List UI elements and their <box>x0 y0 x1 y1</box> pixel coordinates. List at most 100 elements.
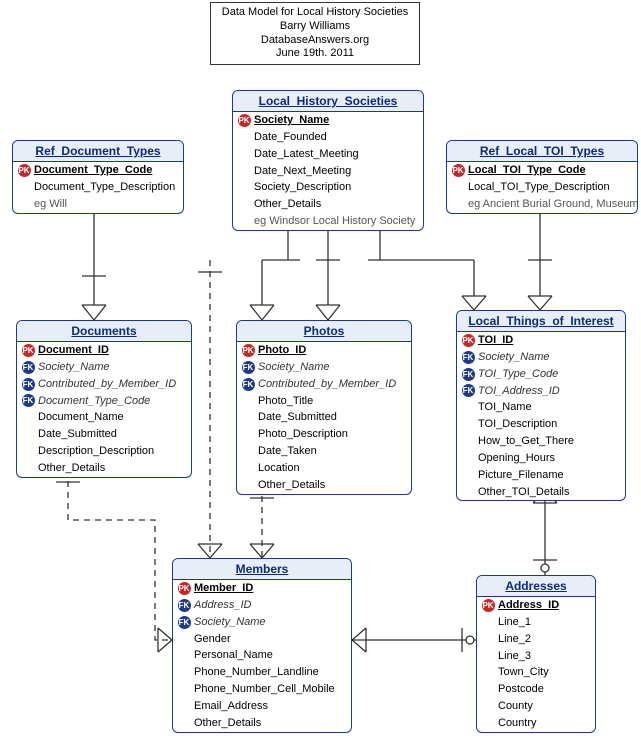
pk-icon: PK <box>17 163 31 177</box>
attr-label: Picture_Filename <box>478 468 564 483</box>
key-slot <box>241 461 255 475</box>
attr-label: Other_Details <box>194 716 261 731</box>
attr-label: Other_Details <box>254 197 321 212</box>
attr-label: Address_ID <box>498 598 559 613</box>
key-slot <box>177 666 191 680</box>
entity-attr: PKAddress_ID <box>477 597 595 614</box>
entity-attr: Description_Description <box>17 443 191 460</box>
attr-label: Location <box>258 461 300 476</box>
entity-attr: Date_Next_Meeting <box>233 163 423 180</box>
attr-label: Address_ID <box>194 598 251 613</box>
attr-label: Town_City <box>498 665 549 680</box>
entity-attr: Document_Type_Description <box>13 179 183 196</box>
entity-attr: FKSociety_Name <box>457 349 625 366</box>
entity-attr: FKAddress_ID <box>173 597 351 614</box>
attr-label: Member_ID <box>194 581 253 596</box>
entity-attr: eg Windsor Local History Society <box>233 213 423 230</box>
key-slot <box>481 683 495 697</box>
key-slot <box>241 411 255 425</box>
attr-label: Document_ID <box>38 343 109 358</box>
entity-title: Ref_Local_TOI_Types <box>447 141 637 162</box>
attr-label: Date_Taken <box>258 444 317 459</box>
entity-local_toi: Local_Things_of_InterestPKTOI_IDFKSociet… <box>456 310 626 501</box>
attr-label: TOI_Description <box>478 417 557 432</box>
key-slot <box>451 180 465 194</box>
title-line-4: June 19th. 2011 <box>217 47 413 61</box>
diagram-title-box: Data Model for Local History Societies B… <box>210 2 420 65</box>
entity-attr: FKTOI_Address_ID <box>457 383 625 400</box>
key-slot <box>237 164 251 178</box>
canvas: Data Model for Local History Societies B… <box>0 0 641 739</box>
key-slot <box>177 682 191 696</box>
entity-attr: Country <box>477 715 595 732</box>
key-slot <box>177 632 191 646</box>
attr-label: Document_Type_Description <box>34 180 175 195</box>
entity-attr: Location <box>237 460 411 477</box>
entity-attr: Date_Founded <box>233 129 423 146</box>
key-slot <box>17 180 31 194</box>
entity-attr: Line_1 <box>477 614 595 631</box>
attr-label: Line_2 <box>498 632 531 647</box>
attr-label: eg Windsor Local History Society <box>254 214 415 229</box>
key-slot <box>461 468 475 482</box>
key-slot <box>241 428 255 442</box>
attr-label: TOI_ID <box>478 333 513 348</box>
key-slot <box>241 394 255 408</box>
entity-attr: Opening_Hours <box>457 450 625 467</box>
attr-label: Photo_Title <box>258 394 313 409</box>
entity-attr: Date_Submitted <box>237 409 411 426</box>
attr-label: Postcode <box>498 682 544 697</box>
entity-attr: Date_Submitted <box>17 426 191 443</box>
entity-attr: FKDocument_Type_Code <box>17 393 191 410</box>
fk-icon: FK <box>177 598 191 612</box>
entity-attr: Phone_Number_Cell_Mobile <box>173 681 351 698</box>
attr-label: Document_Name <box>38 410 124 425</box>
fk-icon: FK <box>461 350 475 364</box>
key-slot <box>481 615 495 629</box>
entity-attr: Line_2 <box>477 631 595 648</box>
key-slot <box>481 649 495 663</box>
entity-photos: PhotosPKPhoto_IDFKSociety_NameFKContribu… <box>236 320 412 495</box>
attr-label: Date_Founded <box>254 130 327 145</box>
attr-label: Phone_Number_Landline <box>194 665 319 680</box>
entity-title: Photos <box>237 321 411 342</box>
entity-attr: FKSociety_Name <box>173 614 351 631</box>
entity-attr: FKSociety_Name <box>17 359 191 376</box>
attr-label: County <box>498 699 533 714</box>
attr-label: TOI_Address_ID <box>478 384 560 399</box>
attr-label: Personal_Name <box>194 648 273 663</box>
key-slot <box>241 478 255 492</box>
key-slot <box>481 632 495 646</box>
key-slot <box>481 666 495 680</box>
entity-members: MembersPKMember_IDFKAddress_IDFKSociety_… <box>172 558 352 733</box>
key-slot <box>461 451 475 465</box>
attr-label: Society_Name <box>258 360 330 375</box>
entity-addresses: AddressesPKAddress_IDLine_1Line_2Line_3T… <box>476 575 596 733</box>
attr-label: Society_Name <box>38 360 110 375</box>
entity-attr: FKContributed_by_Member_ID <box>17 376 191 393</box>
key-slot <box>177 716 191 730</box>
title-line-3: DatabaseAnswers.org <box>217 34 413 48</box>
key-slot <box>21 461 35 475</box>
entity-attr: PKSociety_Name <box>233 112 423 129</box>
entity-attr: Postcode <box>477 681 595 698</box>
attr-label: Contributed_by_Member_ID <box>38 377 176 392</box>
entity-attr: Photo_Description <box>237 426 411 443</box>
key-slot <box>461 418 475 432</box>
entity-attr: Society_Description <box>233 179 423 196</box>
attr-label: Email_Address <box>194 699 268 714</box>
entity-attr: PKPhoto_ID <box>237 342 411 359</box>
key-slot <box>237 181 251 195</box>
pk-icon: PK <box>241 343 255 357</box>
fk-icon: FK <box>21 360 35 374</box>
entity-attr: Other_Details <box>17 460 191 477</box>
fk-icon: FK <box>241 377 255 391</box>
attr-label: Opening_Hours <box>478 451 555 466</box>
attr-label: Photo_Description <box>258 427 348 442</box>
entity-attr: PKTOI_ID <box>457 332 625 349</box>
entity-attr: Other_Details <box>237 477 411 494</box>
attr-label: Local_TOI_Type_Code <box>468 163 586 178</box>
fk-icon: FK <box>461 367 475 381</box>
entity-attr: eg Will <box>13 196 183 213</box>
attr-label: TOI_Name <box>478 400 532 415</box>
